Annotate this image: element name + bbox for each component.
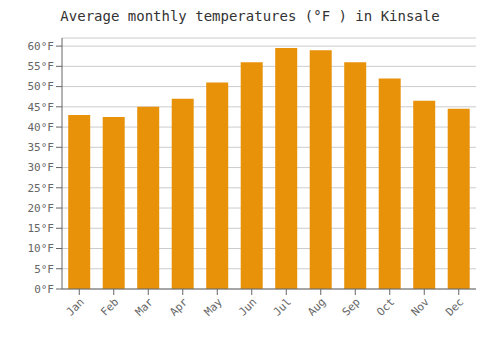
svg-text:5°F: 5°F xyxy=(34,263,54,276)
svg-text:15°F: 15°F xyxy=(28,222,55,235)
svg-text:30°F: 30°F xyxy=(28,161,55,174)
svg-text:Oct: Oct xyxy=(374,295,397,318)
svg-text:Feb: Feb xyxy=(98,295,121,318)
svg-text:Jul: Jul xyxy=(271,295,294,318)
svg-text:Mar: Mar xyxy=(133,295,157,319)
svg-text:55°F: 55°F xyxy=(28,60,55,73)
svg-text:35°F: 35°F xyxy=(28,141,55,154)
svg-text:25°F: 25°F xyxy=(28,182,55,195)
svg-text:45°F: 45°F xyxy=(28,101,55,114)
svg-text:10°F: 10°F xyxy=(28,242,55,255)
svg-text:60°F: 60°F xyxy=(28,40,55,53)
svg-text:Sep: Sep xyxy=(340,295,363,318)
svg-text:50°F: 50°F xyxy=(28,80,55,93)
svg-text:Apr: Apr xyxy=(167,295,191,319)
svg-text:Aug: Aug xyxy=(305,295,328,318)
svg-text:40°F: 40°F xyxy=(28,121,55,134)
svg-text:20°F: 20°F xyxy=(28,202,55,215)
svg-text:Jan: Jan xyxy=(64,295,87,318)
html-text:Average monthly temperatures (: Average monthly temperatures (°F ) in Ki… xyxy=(60,8,440,24)
svg-text:Dec: Dec xyxy=(443,295,466,318)
svg-text:Jun: Jun xyxy=(236,295,259,318)
svg-text:May: May xyxy=(202,295,226,319)
svg-text:Nov: Nov xyxy=(409,295,433,319)
svg-text:0°F: 0°F xyxy=(34,283,54,296)
